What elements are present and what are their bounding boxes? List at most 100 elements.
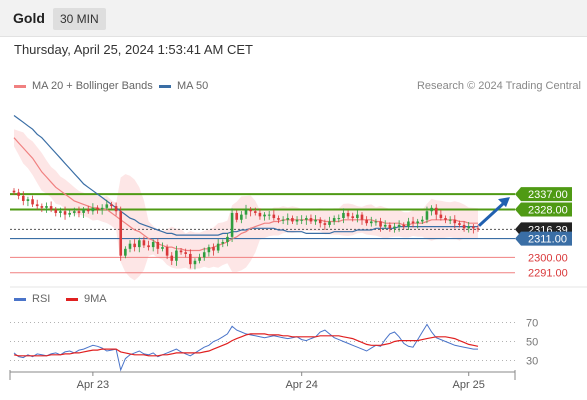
candle (221, 241, 225, 244)
timeframe-badge[interactable]: 30 MIN (53, 8, 106, 30)
instrument-title: Gold (13, 10, 45, 26)
level-label-support: 2300.00 (528, 252, 568, 264)
candle (179, 250, 183, 253)
candle (458, 223, 461, 225)
ma50-line (13, 115, 478, 236)
candle (365, 219, 368, 224)
ma20-label: MA 20 + Bollinger Bands (32, 80, 153, 92)
candle (462, 224, 466, 229)
projection-arrow (477, 200, 508, 227)
candle (184, 252, 187, 254)
candle (230, 212, 234, 237)
candle (277, 218, 280, 220)
x-tick-label: Apr 25 (453, 379, 485, 391)
candle (300, 219, 303, 221)
candle (165, 247, 169, 256)
candle (346, 212, 350, 217)
candle (351, 216, 355, 219)
candle (63, 211, 67, 215)
candle (318, 219, 322, 224)
level-label-support: 2291.00 (528, 268, 568, 280)
candle (216, 243, 220, 251)
candle (337, 218, 341, 220)
candle (416, 221, 419, 224)
candle (49, 206, 53, 210)
candle (286, 218, 290, 220)
candle (328, 221, 331, 225)
ma20-swatch-icon (14, 84, 26, 88)
rsi-tick-label: 50 (526, 337, 538, 349)
candle (476, 228, 480, 230)
candle (45, 206, 48, 208)
candle (253, 211, 257, 213)
candle (73, 211, 76, 213)
candle (133, 243, 136, 248)
level-label-resistance: 2337.00 (528, 189, 568, 201)
candle (356, 214, 359, 219)
candle (258, 212, 262, 217)
candle (332, 218, 336, 222)
candle (383, 224, 387, 227)
legend-rsi: RSI (14, 293, 50, 305)
candle (198, 257, 201, 261)
candle (59, 211, 62, 213)
candle (421, 219, 424, 222)
candle (156, 241, 160, 249)
level-label-resistance-bg (515, 202, 572, 217)
candle (202, 252, 206, 258)
candle (35, 204, 39, 207)
candle (226, 236, 229, 242)
legend-ma9: 9MA (66, 293, 107, 305)
candle (17, 192, 20, 196)
candle (86, 209, 90, 212)
candle (207, 247, 211, 253)
candle (472, 226, 475, 229)
ma9-label: 9MA (84, 293, 107, 305)
level-label-pivot-bg (515, 231, 572, 246)
candle (175, 250, 178, 261)
candle (91, 207, 95, 212)
candle (305, 218, 308, 220)
candle (374, 221, 378, 223)
timestamp: Thursday, April 25, 2024 1:53:41 AM CET (14, 42, 253, 57)
candle (323, 223, 327, 225)
candle (360, 214, 364, 220)
candle (240, 214, 243, 220)
candle (105, 204, 109, 208)
candle (314, 219, 317, 222)
candle (68, 212, 71, 215)
candle (189, 253, 192, 265)
legend-ma50: MA 50 (159, 80, 208, 92)
candle (114, 206, 118, 212)
level-label-resistance: 2328.00 (528, 205, 568, 217)
ma50-label: MA 50 (177, 80, 209, 92)
ma9-swatch-icon (66, 297, 78, 301)
rsi-label: RSI (32, 293, 51, 305)
level-label-resistance-bg (515, 187, 572, 202)
candle (54, 209, 58, 213)
candle (212, 247, 215, 251)
candle (439, 214, 443, 219)
candle (402, 224, 406, 227)
ma50-swatch-icon (159, 84, 171, 88)
candle (119, 211, 123, 256)
credit-text: Research © 2024 Trading Central (416, 80, 581, 92)
candle (161, 247, 164, 249)
candle (434, 207, 438, 215)
rsi-tick-label: 70 (526, 318, 538, 330)
candles (12, 188, 480, 270)
candle (249, 209, 252, 212)
candle (425, 211, 429, 220)
top-bar: Gold 30 MIN (0, 0, 587, 37)
candle (295, 219, 299, 222)
candle (110, 204, 113, 207)
candle (193, 260, 197, 265)
candle (407, 221, 410, 227)
candle (448, 219, 452, 221)
candle (388, 224, 392, 229)
candle (142, 240, 146, 246)
candle (40, 206, 44, 208)
x-tick-label: Apr 23 (77, 379, 109, 391)
candle (82, 209, 85, 213)
